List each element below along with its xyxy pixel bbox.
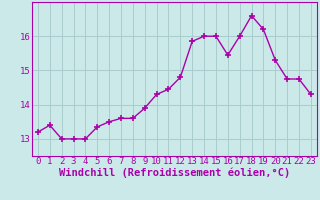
X-axis label: Windchill (Refroidissement éolien,°C): Windchill (Refroidissement éolien,°C): [59, 168, 290, 178]
